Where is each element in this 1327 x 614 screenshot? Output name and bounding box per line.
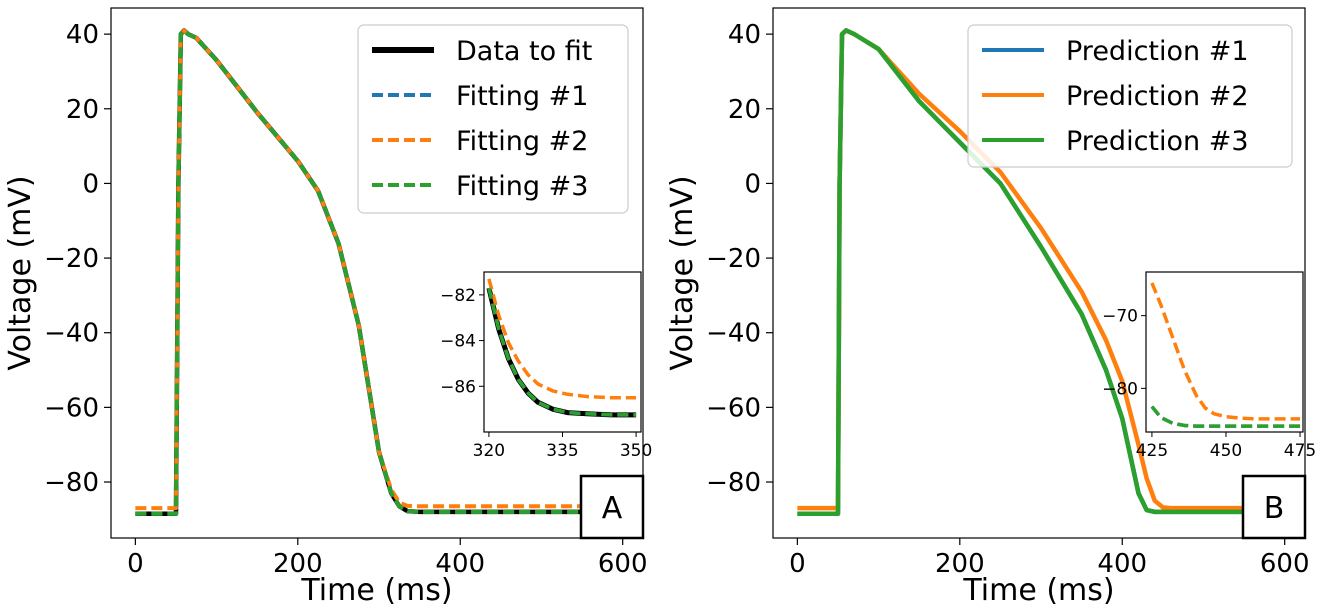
inset-series-1-2 bbox=[1150, 405, 1301, 428]
plot-frame bbox=[110, 7, 644, 539]
inset-chart: 425 450 475 −70 −80 bbox=[1102, 271, 1316, 461]
inset-chart: 320 335 350 −82 −84 −86 bbox=[440, 271, 652, 461]
x-tick-label: 0 bbox=[127, 549, 144, 579]
legend-label: Prediction #1 bbox=[1066, 36, 1249, 67]
panel-label: A bbox=[602, 491, 623, 526]
panel-label-box bbox=[1241, 474, 1307, 540]
inset-series-group bbox=[486, 278, 637, 418]
inset-background bbox=[1146, 272, 1303, 432]
inset-y-tick-label: −80 bbox=[1102, 379, 1138, 399]
series-group bbox=[797, 28, 1285, 516]
inset-y-tick-label: −86 bbox=[440, 377, 476, 397]
main-series-0-3 bbox=[135, 28, 623, 516]
legend-label: Fitting #2 bbox=[456, 126, 588, 157]
legend-label: Fitting #3 bbox=[456, 171, 588, 202]
inset-x-tick-label: 335 bbox=[546, 441, 578, 461]
x-tick-label: 600 bbox=[1260, 549, 1310, 579]
x-axis-label: Time (ms) bbox=[300, 573, 452, 608]
y-tick-label: −20 bbox=[706, 244, 761, 274]
x-tick-label: 400 bbox=[1097, 549, 1147, 579]
inset-series-0-2 bbox=[487, 278, 637, 400]
legend-label: Fitting #1 bbox=[456, 81, 588, 112]
inset-y-tick-label: −70 bbox=[1102, 307, 1138, 327]
panel-label: B bbox=[1264, 491, 1285, 526]
y-tick-label: −80 bbox=[44, 468, 99, 498]
legend-label: Data to fit bbox=[456, 36, 592, 67]
inset-x-tick-label: 425 bbox=[1136, 441, 1168, 461]
x-axis-label: Time (ms) bbox=[962, 573, 1114, 608]
y-tick-label: −80 bbox=[706, 468, 761, 498]
inset-y-tick-label: −84 bbox=[440, 332, 476, 352]
legend: Data to fit Fitting #1 Fitting #2 Fitting #… bbox=[357, 24, 629, 214]
inset-series-1-1 bbox=[1150, 282, 1301, 421]
plot-frame bbox=[772, 7, 1306, 539]
panel-label-box bbox=[579, 474, 645, 540]
inset-background bbox=[484, 272, 641, 432]
legend-label: Prediction #2 bbox=[1066, 81, 1249, 112]
y-axis-label: Voltage (mV) bbox=[665, 175, 700, 370]
legend-box bbox=[357, 24, 629, 214]
y-tick-label: 20 bbox=[728, 95, 761, 125]
x-tick-label: 400 bbox=[435, 549, 485, 579]
inset-x-tick-label: 350 bbox=[620, 441, 652, 461]
y-tick-label: −40 bbox=[44, 319, 99, 349]
y-tick-label: 40 bbox=[728, 20, 761, 50]
inset-series-0-3 bbox=[487, 287, 637, 417]
series-group bbox=[135, 28, 623, 516]
y-tick-label: −40 bbox=[706, 319, 761, 349]
legend-box bbox=[967, 24, 1293, 168]
legend-label: Prediction #3 bbox=[1066, 126, 1249, 157]
y-tick-label: 40 bbox=[66, 20, 99, 50]
y-tick-label: 20 bbox=[66, 95, 99, 125]
x-tick-label: 200 bbox=[273, 549, 323, 579]
inset-x-tick-label: 450 bbox=[1210, 441, 1242, 461]
inset-y-tick-label: −82 bbox=[440, 286, 476, 306]
y-tick-label: −60 bbox=[44, 393, 99, 423]
y-tick-label: −20 bbox=[44, 244, 99, 274]
main-series-1-2 bbox=[797, 28, 1285, 516]
y-axis-label: Voltage (mV) bbox=[3, 175, 38, 370]
y-tick-label: 0 bbox=[82, 169, 99, 199]
inset-series-group bbox=[1150, 282, 1301, 428]
x-tick-label: 0 bbox=[789, 549, 806, 579]
y-tick-label: −60 bbox=[706, 393, 761, 423]
inset-x-tick-label: 475 bbox=[1284, 441, 1316, 461]
y-tick-label: 0 bbox=[744, 169, 761, 199]
inset-frame bbox=[1145, 271, 1304, 433]
x-tick-label: 200 bbox=[935, 549, 985, 579]
inset-x-tick-label: 320 bbox=[473, 441, 505, 461]
x-tick-label: 600 bbox=[598, 549, 648, 579]
legend: Prediction #1 Prediction #2 Prediction #3 bbox=[967, 24, 1293, 168]
